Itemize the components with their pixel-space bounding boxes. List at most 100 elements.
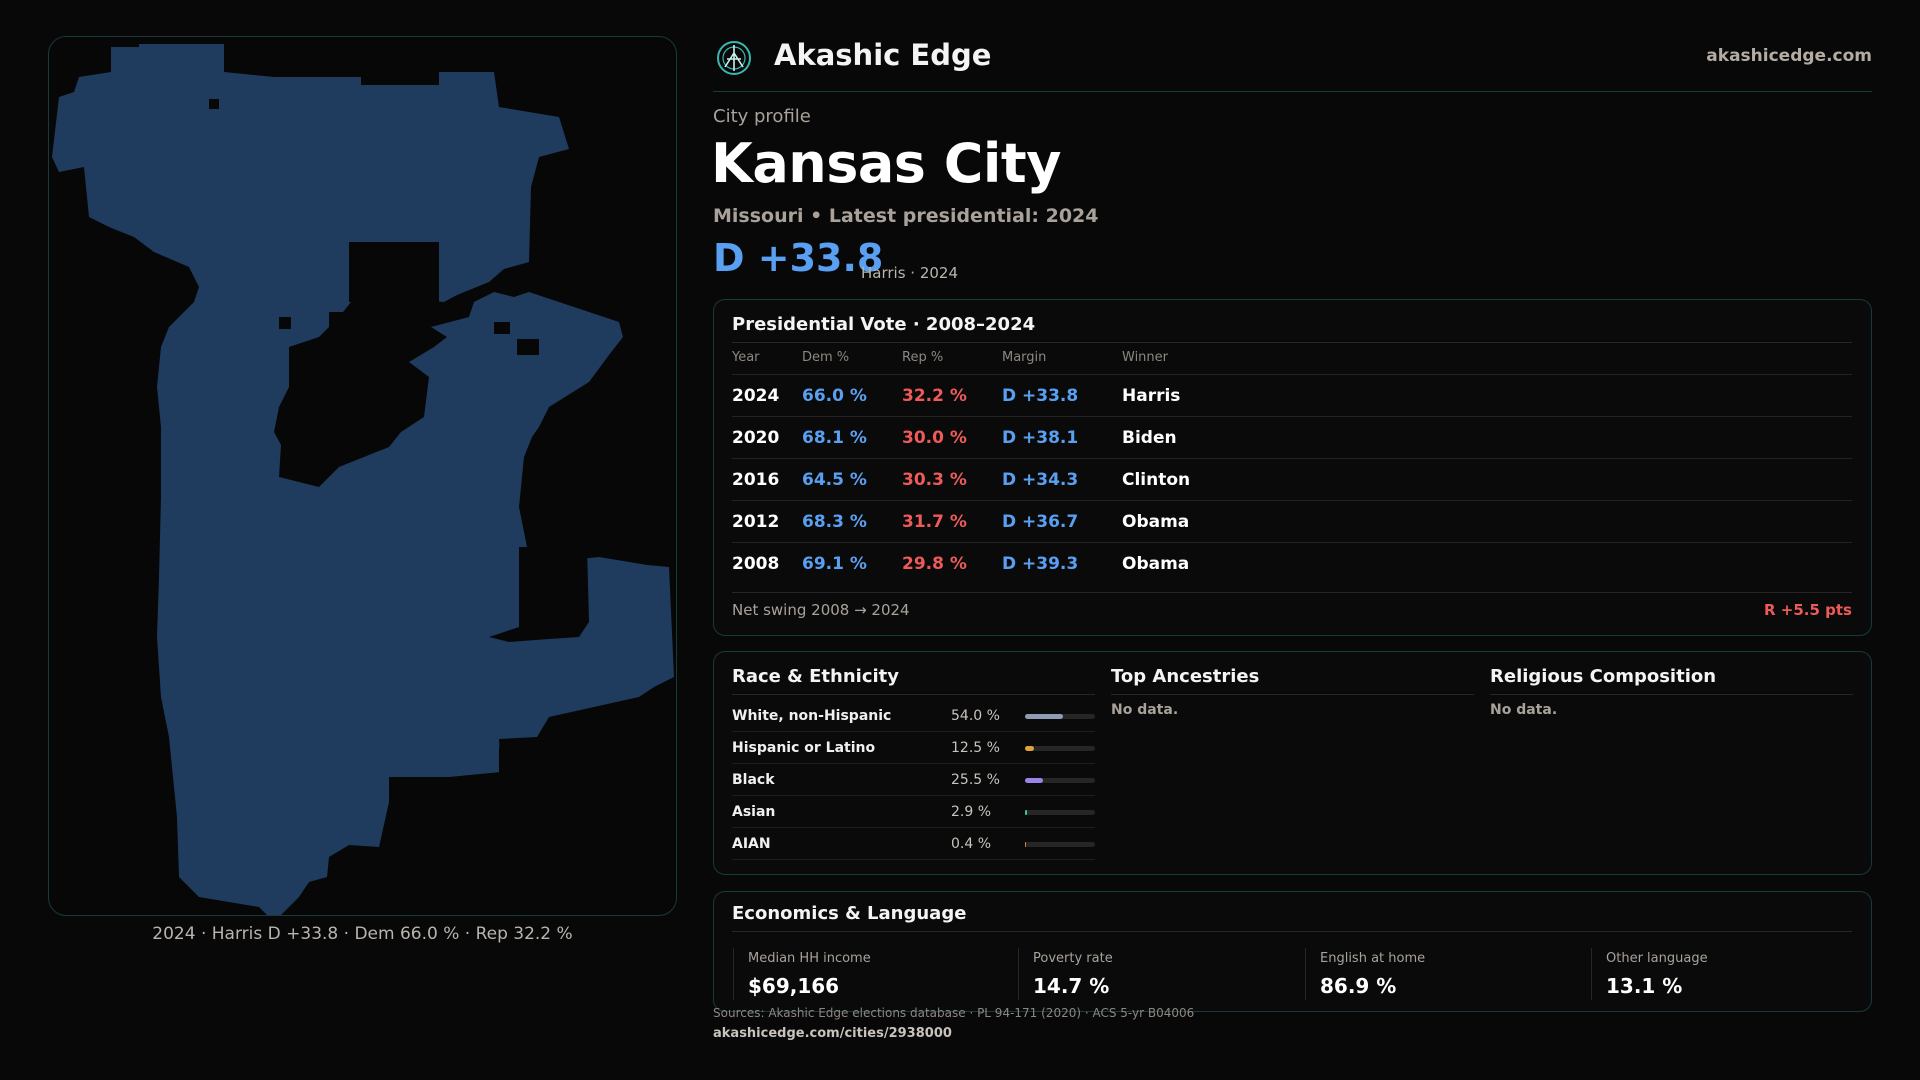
race-bar-fill (1025, 810, 1028, 815)
race-bar-fill (1025, 714, 1063, 719)
divider (1591, 948, 1592, 1000)
divider (1018, 948, 1019, 1000)
divider (732, 931, 1852, 932)
column-header-dem: Dem % (802, 350, 850, 365)
divider (732, 694, 1095, 695)
race-row: Hispanic or Latino 12.5 % (732, 732, 1095, 764)
stat-value-median-income: $69,166 (748, 974, 840, 998)
divider (732, 342, 1852, 343)
column-header-margin: Margin (1002, 350, 1047, 365)
cell-winner: Harris (1122, 386, 1181, 406)
race-row: Asian 2.9 % (732, 796, 1095, 828)
race-bar-track (1025, 746, 1095, 751)
cell-margin: D +39.3 (1002, 554, 1079, 574)
divider (1490, 694, 1853, 695)
table-row: 2024 66.0 % 32.2 % D +33.8 Harris (732, 374, 1852, 416)
race-percent: 0.4 % (951, 836, 992, 852)
race-label: Asian (732, 804, 776, 820)
net-swing-label: Net swing 2008 → 2024 (732, 601, 910, 619)
race-label: Black (732, 772, 775, 788)
stat-label-poverty-rate: Poverty rate (1033, 951, 1113, 966)
race-bar-track (1025, 714, 1095, 719)
race-row: AIAN 0.4 % (732, 828, 1095, 860)
cell-winner: Clinton (1122, 470, 1191, 490)
cell-rep: 31.7 % (902, 512, 967, 532)
akashic-edge-logo-icon[interactable] (715, 39, 753, 77)
stat-value-other-language: 13.1 % (1606, 974, 1683, 998)
brand-name[interactable]: Akashic Edge (774, 38, 992, 72)
cell-margin: D +36.7 (1002, 512, 1079, 532)
cell-dem: 66.0 % (802, 386, 867, 406)
cell-rep: 30.0 % (902, 428, 967, 448)
cell-winner: Obama (1122, 512, 1190, 532)
religious-composition-title: Religious Composition (1490, 666, 1717, 687)
race-label: Hispanic or Latino (732, 740, 876, 756)
city-boundary-map (52, 44, 674, 915)
stat-label-other-language: Other language (1606, 951, 1708, 966)
permalink[interactable]: akashicedge.com/cities/2938000 (713, 1026, 952, 1041)
race-bar-fill (1025, 842, 1027, 847)
race-label: AIAN (732, 836, 771, 852)
race-percent: 2.9 % (951, 804, 992, 820)
table-row: 2008 69.1 % 29.8 % D +39.3 Obama (732, 542, 1852, 584)
net-swing-value: R +5.5 pts (1764, 601, 1852, 619)
divider (1305, 948, 1306, 1000)
divider (1111, 694, 1474, 695)
column-header-rep: Rep % (902, 350, 944, 365)
cell-winner: Obama (1122, 554, 1190, 574)
stat-value-english-at-home: 86.9 % (1320, 974, 1397, 998)
ancestries-no-data: No data. (1111, 702, 1179, 718)
cell-year: 2024 (732, 386, 780, 406)
race-percent: 54.0 % (951, 708, 1000, 724)
site-header: Akashic Edge akashicedge.com (713, 32, 1872, 92)
religion-no-data: No data. (1490, 702, 1558, 718)
cell-year: 2020 (732, 428, 780, 448)
cell-dem: 68.3 % (802, 512, 867, 532)
city-boundary-shape (52, 44, 674, 915)
table-row: 2012 68.3 % 31.7 % D +36.7 Obama (732, 500, 1852, 542)
cell-year: 2008 (732, 554, 780, 574)
page-title: Kansas City (711, 132, 1061, 195)
page-subtitle: Missouri • Latest presidential: 2024 (713, 205, 1099, 227)
stat-label-english-at-home: English at home (1320, 951, 1426, 966)
race-label: White, non-Hispanic (732, 708, 892, 724)
presidential-vote-card (713, 299, 1872, 636)
cell-year: 2016 (732, 470, 780, 490)
race-bar-track (1025, 778, 1095, 783)
race-bar-track (1025, 842, 1095, 847)
cell-dem: 64.5 % (802, 470, 867, 490)
cell-year: 2012 (732, 512, 780, 532)
cell-rep: 29.8 % (902, 554, 967, 574)
cell-winner: Biden (1122, 428, 1177, 448)
race-bar-fill (1025, 746, 1034, 751)
race-ethnicity-title: Race & Ethnicity (732, 666, 899, 687)
cell-margin: D +38.1 (1002, 428, 1079, 448)
map-caption: 2024 · Harris D +33.8 · Dem 66.0 % · Rep… (152, 924, 573, 944)
race-percent: 12.5 % (951, 740, 1000, 756)
table-row: 2020 68.1 % 30.0 % D +38.1 Biden (732, 416, 1852, 458)
cell-dem: 69.1 % (802, 554, 867, 574)
divider (733, 948, 734, 1000)
sources-note: Sources: Akashic Edge elections database… (713, 1006, 1195, 1020)
race-row: White, non-Hispanic 54.0 % (732, 700, 1095, 732)
divider (732, 592, 1852, 593)
stat-label-median-income: Median HH income (748, 951, 871, 966)
page-kicker: City profile (713, 106, 811, 127)
cell-rep: 32.2 % (902, 386, 967, 406)
map-holes (209, 99, 589, 847)
site-link[interactable]: akashicedge.com (1706, 46, 1872, 66)
race-percent: 25.5 % (951, 772, 1000, 788)
race-bar-track (1025, 810, 1095, 815)
table-row: 2016 64.5 % 30.3 % D +34.3 Clinton (732, 458, 1852, 500)
column-header-year: Year (732, 350, 760, 365)
cell-margin: D +33.8 (1002, 386, 1079, 406)
race-row: Black 25.5 % (732, 764, 1095, 796)
economics-title: Economics & Language (732, 903, 967, 924)
column-header-winner: Winner (1122, 350, 1169, 365)
cell-dem: 68.1 % (802, 428, 867, 448)
stat-value-poverty-rate: 14.7 % (1033, 974, 1110, 998)
city-map-panel (48, 36, 677, 916)
cell-rep: 30.3 % (902, 470, 967, 490)
vote-table-title: Presidential Vote · 2008–2024 (732, 314, 1036, 335)
